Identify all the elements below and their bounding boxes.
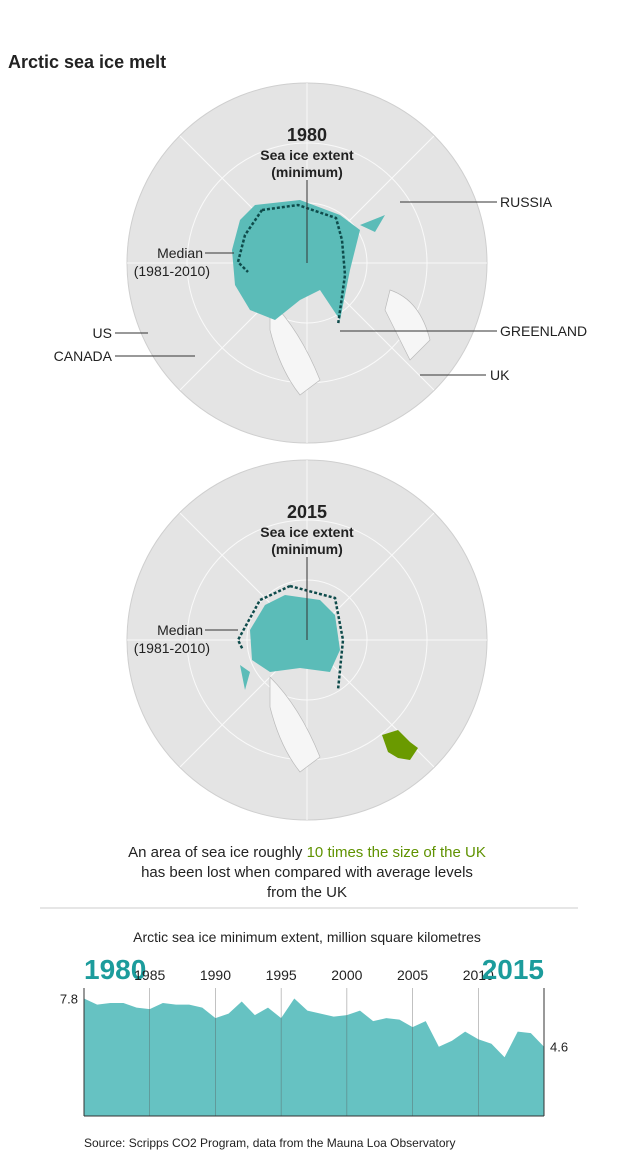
map-label: (minimum) — [271, 541, 343, 557]
uk-size-shape — [382, 730, 418, 760]
x-tick-label-end: 2015 — [482, 954, 544, 985]
greenland-shape — [269, 299, 321, 396]
median-line — [236, 584, 345, 691]
median-period: (1981-2010) — [134, 640, 210, 656]
place-label: CANADA — [54, 348, 113, 364]
x-tick-label: 2000 — [331, 967, 362, 983]
x-tick-label: 2005 — [397, 967, 428, 983]
land-shape — [384, 289, 431, 361]
map-label: Sea ice extent — [260, 147, 354, 163]
note-text: from the UK — [267, 884, 347, 901]
place-label: GREENLAND — [500, 323, 587, 339]
x-tick-label: 1995 — [266, 967, 297, 983]
title: Arctic sea ice melt — [8, 52, 166, 72]
map-label: Sea ice extent — [260, 524, 354, 540]
note-highlight: 10 times the size of the UK — [307, 844, 486, 861]
chart-title: Arctic sea ice minimum extent, million s… — [133, 929, 481, 945]
area — [84, 998, 544, 1116]
note: An area of sea ice roughly 10 times the … — [128, 844, 486, 861]
year: 2015 — [287, 502, 327, 522]
median-line — [236, 203, 347, 326]
greenland-shape — [269, 676, 321, 773]
x-tick-label-end: 1980 — [84, 954, 146, 985]
x-tick-label: 1990 — [200, 967, 231, 983]
sea-ice — [232, 200, 385, 320]
map-2015: 2015 Sea ice extent (minimum) Median (19… — [126, 459, 488, 821]
place-label: UK — [490, 367, 510, 383]
note-text: has been lost when compared with average… — [141, 864, 473, 881]
x-tick-label: 2010 — [463, 967, 494, 983]
median-label: Median — [157, 245, 203, 261]
value-label: 4.6 — [550, 1040, 568, 1055]
sea-ice — [240, 595, 340, 690]
map-label: (minimum) — [271, 164, 343, 180]
median-label: Median — [157, 622, 203, 638]
place-label: US — [93, 325, 112, 341]
year: 1980 — [287, 125, 327, 145]
value-label: 7.8 — [60, 992, 78, 1007]
place-label: RUSSIA — [500, 194, 553, 210]
note-text: An area of sea ice roughly — [128, 844, 303, 861]
x-tick-label: 1985 — [134, 967, 165, 983]
median-period: (1981-2010) — [134, 263, 210, 279]
source: Source: Scripps CO2 Program, data from t… — [84, 1136, 456, 1150]
map-1980: 1980 Sea ice extent (minimum) Median (19… — [54, 82, 587, 444]
